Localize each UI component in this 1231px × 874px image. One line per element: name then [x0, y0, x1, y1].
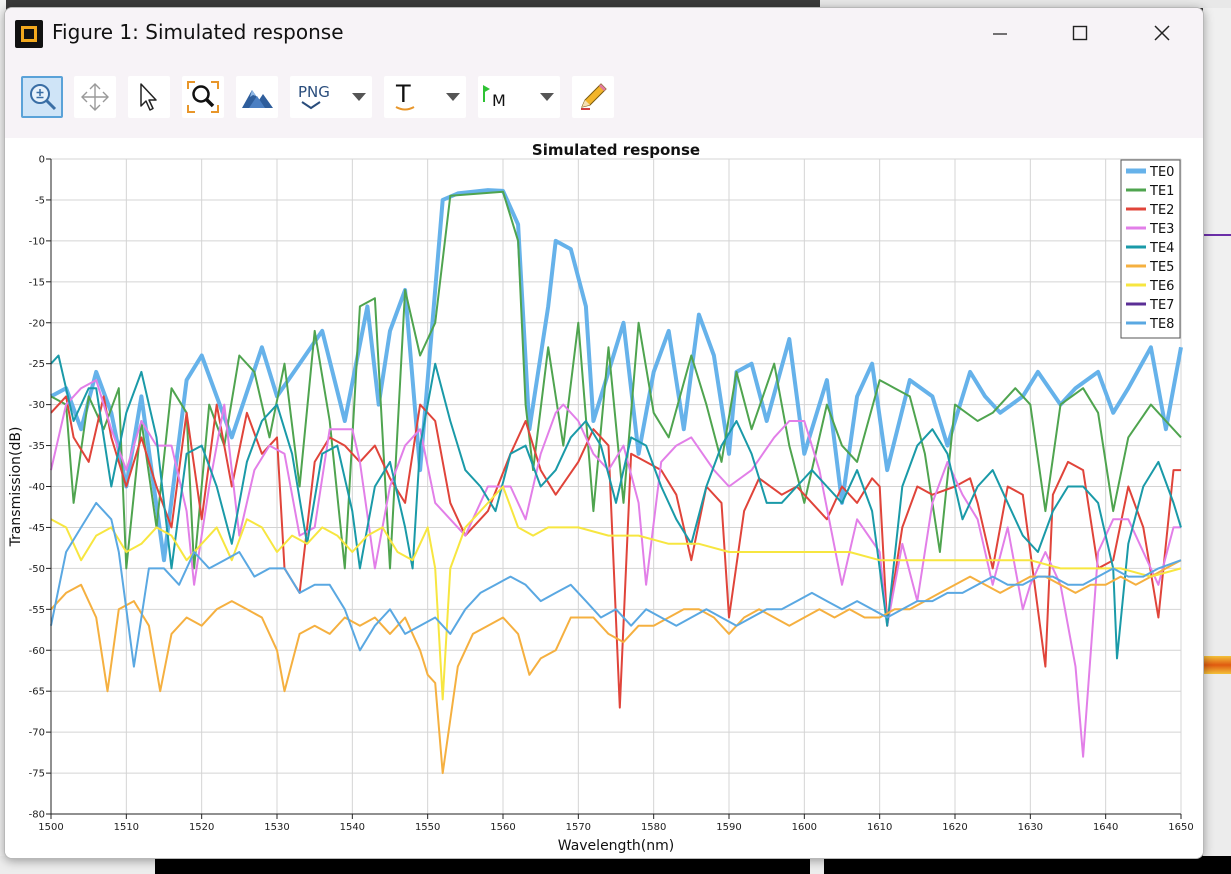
x-tick-label: 1650: [1168, 822, 1193, 833]
y-tick-label: -35: [29, 441, 45, 452]
y-tick-label: -70: [29, 728, 45, 739]
pan-tool-button[interactable]: [74, 76, 116, 118]
y-tick-label: 0: [39, 155, 45, 166]
desktop-background: [1203, 234, 1231, 236]
y-axis-label: Transmission(dB): [8, 427, 24, 548]
series-line-te2: [50, 395, 1181, 709]
app-icon: [15, 20, 43, 48]
chevron-down-icon[interactable]: [446, 93, 460, 101]
marker-icon: M: [483, 85, 506, 110]
series-line-te1: [50, 190, 1182, 570]
edit-button[interactable]: [572, 76, 614, 118]
y-tick-label: -55: [29, 605, 45, 616]
x-tick-label: 1600: [792, 822, 817, 833]
pointer-arrow-icon: [140, 83, 157, 111]
x-tick-label: 1540: [340, 822, 365, 833]
marker-tool-button[interactable]: M: [478, 76, 560, 118]
desktop-background: [820, 0, 1231, 8]
surface-button[interactable]: [236, 76, 278, 118]
x-tick-label: 1520: [189, 822, 214, 833]
svg-text:PNG: PNG: [298, 83, 330, 101]
legend-label-te3: TE3: [1149, 222, 1174, 237]
text-tool-button[interactable]: T: [384, 76, 466, 118]
y-tick-label: -5: [35, 195, 45, 206]
x-tick-label: 1560: [490, 822, 515, 833]
zoom-box-button[interactable]: [182, 76, 224, 118]
legend-label-te0: TE0: [1149, 165, 1174, 180]
mountain-icon: [242, 90, 273, 108]
x-tick-label: 1630: [1018, 822, 1043, 833]
close-icon: [1154, 25, 1170, 41]
x-axis-label: Wavelength(nm): [558, 838, 674, 854]
desktop-background: [1203, 656, 1231, 674]
y-tick-label: -60: [29, 646, 45, 657]
x-tick-label: 1570: [566, 822, 591, 833]
legend-label-te7: TE7: [1149, 298, 1174, 313]
legend-label-te2: TE2: [1149, 203, 1174, 218]
y-tick-label: -30: [29, 400, 45, 411]
desktop-background: [810, 856, 824, 874]
y-tick-label: -20: [29, 318, 45, 329]
y-tick-label: -80: [29, 810, 45, 821]
x-tick-label: 1590: [716, 822, 741, 833]
x-tick-label: 1500: [38, 822, 63, 833]
zoom-tool-button[interactable]: [21, 76, 63, 118]
y-tick-label: -50: [29, 564, 45, 575]
desktop-background: [0, 0, 6, 874]
chevron-down-icon[interactable]: [352, 93, 366, 101]
series-line-te0: [50, 188, 1183, 563]
y-tick-label: -75: [29, 769, 45, 780]
window-title: Figure 1: Simulated response: [52, 20, 344, 44]
x-tick-label: 1510: [114, 822, 139, 833]
y-tick-label: -65: [29, 687, 45, 698]
series-line-te6: [50, 485, 1182, 701]
series-line-te3: [50, 379, 1181, 758]
legend-label-te5: TE5: [1149, 260, 1174, 275]
maximize-icon: [1072, 25, 1088, 41]
figure-window: Figure 1: Simulated response: [4, 7, 1204, 859]
text-icon: T: [395, 80, 415, 111]
zoom-in-icon: [30, 84, 57, 111]
toolbar: PNG T M: [5, 58, 1203, 138]
maximize-button[interactable]: [1060, 18, 1100, 48]
move-arrows-icon: [81, 83, 109, 111]
close-button[interactable]: [1142, 18, 1182, 48]
x-tick-label: 1580: [641, 822, 666, 833]
y-tick-label: -40: [29, 482, 45, 493]
series-line-te4: [50, 354, 1182, 660]
minimize-icon: [993, 33, 1007, 35]
pencil-icon: [581, 83, 607, 110]
x-tick-label: 1530: [264, 822, 289, 833]
y-tick-label: -10: [29, 236, 45, 247]
svg-text:T: T: [395, 80, 411, 108]
desktop-background: [0, 856, 1231, 874]
minimize-button[interactable]: [980, 18, 1020, 48]
png-icon: PNG: [298, 83, 330, 110]
x-tick-label: 1620: [942, 822, 967, 833]
title-bar[interactable]: Figure 1: Simulated response: [5, 8, 1203, 58]
y-tick-label: -25: [29, 359, 45, 370]
chart-canvas[interactable]: 1500 1510 1520 1530 1540 1550 1560 1570 1580 1590…: [5, 138, 1203, 858]
y-tick-label: -15: [29, 277, 45, 288]
legend-label-te8: TE8: [1149, 317, 1174, 332]
desktop-background: [1203, 490, 1231, 874]
y-tick-label: -45: [29, 523, 45, 534]
series-line-te8: [50, 501, 1182, 668]
series-line-te5: [50, 559, 1182, 775]
select-tool-button[interactable]: [128, 76, 170, 118]
legend-label-te1: TE1: [1149, 184, 1174, 199]
x-tick-label: 1550: [415, 822, 440, 833]
plot-area[interactable]: 1500 1510 1520 1530 1540 1550 1560 1570 1580 1590…: [5, 138, 1203, 858]
chart-title: Simulated response: [532, 141, 700, 159]
desktop-background: [0, 856, 155, 874]
legend-label-te6: TE6: [1149, 279, 1174, 294]
x-tick-label: 1610: [867, 822, 892, 833]
chevron-down-icon[interactable]: [540, 93, 554, 101]
legend-label-te4: TE4: [1149, 241, 1174, 256]
x-tick-label: 1640: [1093, 822, 1118, 833]
png-export-button[interactable]: PNG: [290, 76, 372, 118]
svg-text:M: M: [492, 91, 506, 110]
zoom-box-icon: [187, 81, 219, 113]
